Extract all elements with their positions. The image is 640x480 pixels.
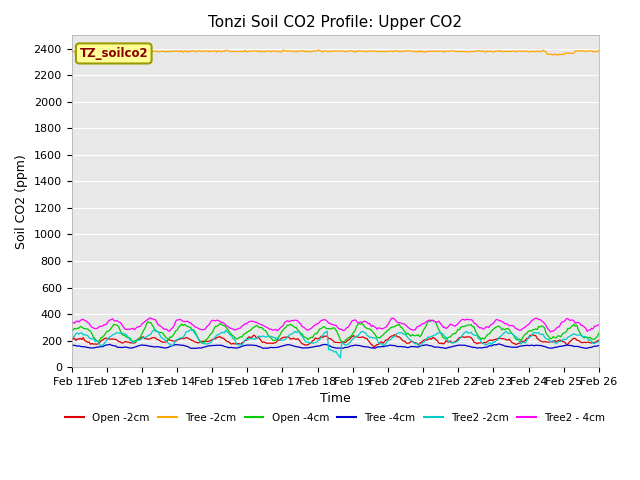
Y-axis label: Soil CO2 (ppm): Soil CO2 (ppm) xyxy=(15,154,28,249)
Title: Tonzi Soil CO2 Profile: Upper CO2: Tonzi Soil CO2 Profile: Upper CO2 xyxy=(208,15,462,30)
X-axis label: Time: Time xyxy=(320,393,351,406)
Legend: Open -2cm, Tree -2cm, Open -4cm, Tree -4cm, Tree2 -2cm, Tree2 - 4cm: Open -2cm, Tree -2cm, Open -4cm, Tree -4… xyxy=(61,409,609,427)
Text: TZ_soilco2: TZ_soilco2 xyxy=(79,47,148,60)
